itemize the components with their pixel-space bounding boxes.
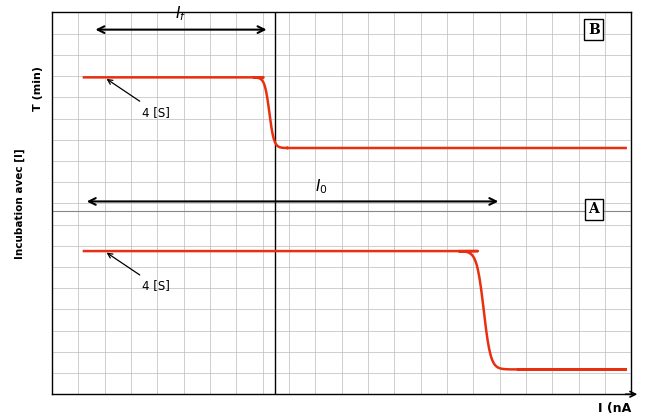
Text: I (nA: I (nA [598, 402, 631, 415]
Text: $I_f$: $I_f$ [175, 4, 187, 23]
Text: 4 [S]: 4 [S] [107, 80, 170, 119]
Text: A: A [589, 202, 599, 216]
Text: 4 [S]: 4 [S] [107, 254, 170, 292]
Text: T (min): T (min) [33, 66, 42, 111]
Text: Incubation avec [I]: Incubation avec [I] [15, 148, 25, 259]
Text: $I_0$: $I_0$ [315, 177, 328, 196]
Text: B: B [588, 23, 600, 37]
